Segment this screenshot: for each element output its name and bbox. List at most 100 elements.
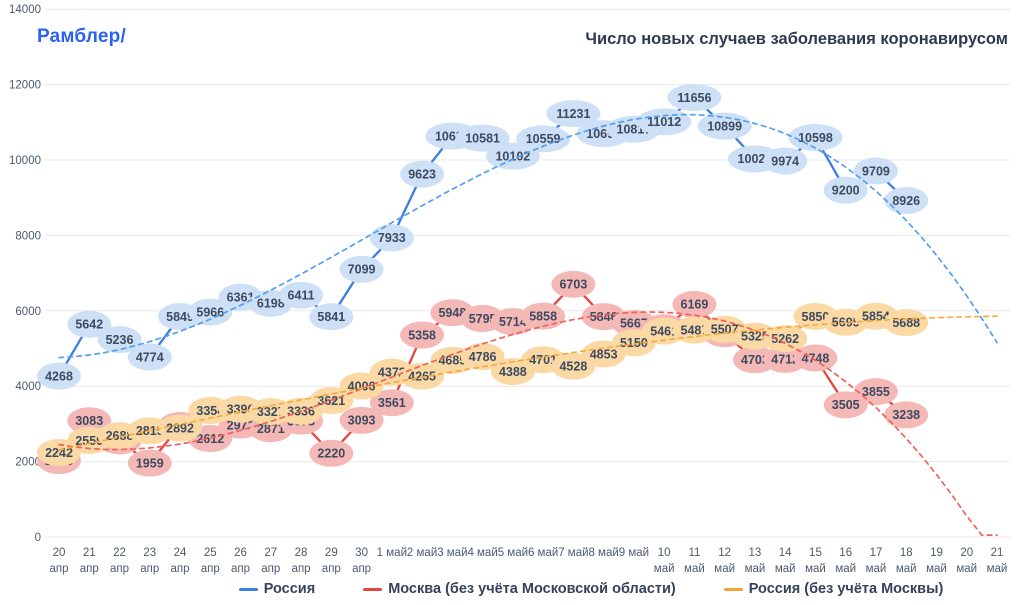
data-bubble-moscow [369,389,414,417]
data-label-moscow: 4712 [771,353,799,367]
data-label-russia_ex_moscow: 5461 [650,324,678,338]
x-axis-tick-month: май [835,563,856,575]
x-axis-tick-month: апр [140,563,159,575]
data-label-russia_ex_moscow: 3327 [257,405,285,419]
x-axis-tick-day: 18 [900,547,913,559]
data-label-russia: 5849 [166,310,194,324]
x-axis-tick-month: май [714,563,735,575]
legend-item-russia-ex-moscow: Россия (без учёта Москвы) [723,581,943,597]
data-label-russia_ex_moscow: 4528 [559,360,587,374]
x-axis-tick-label: 1 май [377,547,407,559]
data-label-russia: 9623 [408,168,436,182]
data-label-russia: 5966 [196,305,224,319]
x-axis-tick-day: 26 [234,547,247,559]
legend-label-russia: Россия [263,581,316,597]
data-label-russia_ex_moscow: 5487 [681,323,709,337]
x-axis-tick-month: май [987,563,1008,575]
data-label-moscow: 3855 [862,385,890,399]
data-label-moscow: 4703 [741,353,769,367]
x-axis-tick-month: апр [352,563,371,575]
data-bubble-moscow [127,449,172,477]
x-axis-tick-label: 9 май [619,547,649,559]
data-label-russia: 9200 [832,183,860,197]
x-axis-tick-label: 4 май [467,547,497,559]
rambler-logo[interactable]: Рамблер/ [37,26,126,47]
x-axis-tick-day: 20 [53,547,66,559]
x-axis-tick-month: май [956,563,977,575]
trend-line-russia [58,113,998,359]
data-bubble-russia [763,147,808,175]
data-bubble-russia [516,125,571,153]
data-label-moscow: 3505 [832,398,860,412]
data-bubble-russia_ex_moscow [460,343,505,371]
x-axis-tick-month: май [805,563,826,575]
x-axis-tick-month: апр [171,563,190,575]
x-axis-tick-day: 22 [113,547,126,559]
data-label-russia_ex_moscow: 5695 [832,316,860,330]
y-axis-tick-label: 14000 [9,4,41,16]
data-bubble-russia [339,255,384,283]
x-axis-tick-month: май [745,563,766,575]
data-bubble-moscow [309,439,354,467]
data-bubble-russia [309,303,354,331]
data-label-russia: 10559 [526,132,561,146]
x-axis-tick-day: 23 [143,547,156,559]
data-label-russia: 9974 [771,154,799,168]
legend-item-russia: Россия [238,581,316,597]
data-bubble-russia [788,123,843,151]
x-axis-tick-day: 28 [295,547,308,559]
data-bubble-russia [400,160,445,188]
data-label-moscow: 3238 [892,408,920,422]
data-label-russia_ex_moscow: 2242 [45,446,73,460]
data-bubble-russia [127,343,172,371]
data-bubble-russia [823,176,868,204]
data-bubble-moscow [339,406,384,434]
x-axis-tick-month: май [654,563,675,575]
legend-swatch-russia-ex-moscow [723,587,743,591]
data-bubble-russia [667,84,722,112]
data-label-russia_ex_moscow: 4372 [378,365,406,379]
x-axis-tick-month: апр [110,563,129,575]
x-axis-tick-month: май [926,563,947,575]
data-label-russia_ex_moscow: 4853 [590,347,618,361]
x-axis-tick-month: май [775,563,796,575]
data-label-moscow: 5667 [620,317,648,331]
data-label-russia: 6411 [288,289,315,303]
x-axis-tick-day: 17 [870,547,883,559]
data-label-russia: 8926 [892,194,920,208]
data-label-russia: 7933 [378,231,406,245]
trend-line-moscow [58,311,998,536]
x-axis-tick-day: 21 [83,547,96,559]
data-label-russia_ex_moscow: 3390 [227,402,255,416]
x-axis-tick-label: 5 май [498,547,528,559]
x-axis-tick-month: апр [80,563,99,575]
data-label-moscow: 6703 [559,278,587,292]
x-axis-tick-label: 7 май [558,547,588,559]
x-axis-tick-day: 16 [839,547,852,559]
data-bubble-russia [279,281,324,309]
data-bubble-russia_ex_moscow [763,325,808,353]
data-label-russia: 11231 [556,107,590,121]
data-label-russia: 10598 [798,131,833,145]
y-axis-tick-label: 2000 [15,457,41,469]
data-label-moscow: 5795 [469,312,497,326]
data-label-russia_ex_moscow: 4786 [469,350,497,364]
data-label-russia_ex_moscow: 5262 [771,332,799,346]
x-axis-tick-day: 27 [264,547,277,559]
x-axis-tick-label: 8 май [588,547,618,559]
data-label-russia_ex_moscow: 5325 [741,330,769,344]
x-axis-tick-day: 25 [204,547,217,559]
x-axis-tick-month: май [684,563,705,575]
x-axis-tick-day: 12 [718,547,731,559]
trend-line-russia_ex_moscow [58,315,998,451]
data-label-russia_ex_moscow: 5150 [620,336,648,350]
data-label-russia_ex_moscow: 2688 [106,429,134,443]
data-bubble-moscow [884,401,929,429]
data-bubble-russia [67,310,112,338]
chart-legend: Россия Москва (без учёта Московской обла… [0,581,1024,597]
data-label-moscow: 5714 [499,315,527,329]
x-axis-tick-day: 14 [779,547,792,559]
x-axis-tick-day: 19 [930,547,943,559]
data-label-moscow: 5858 [529,309,557,323]
